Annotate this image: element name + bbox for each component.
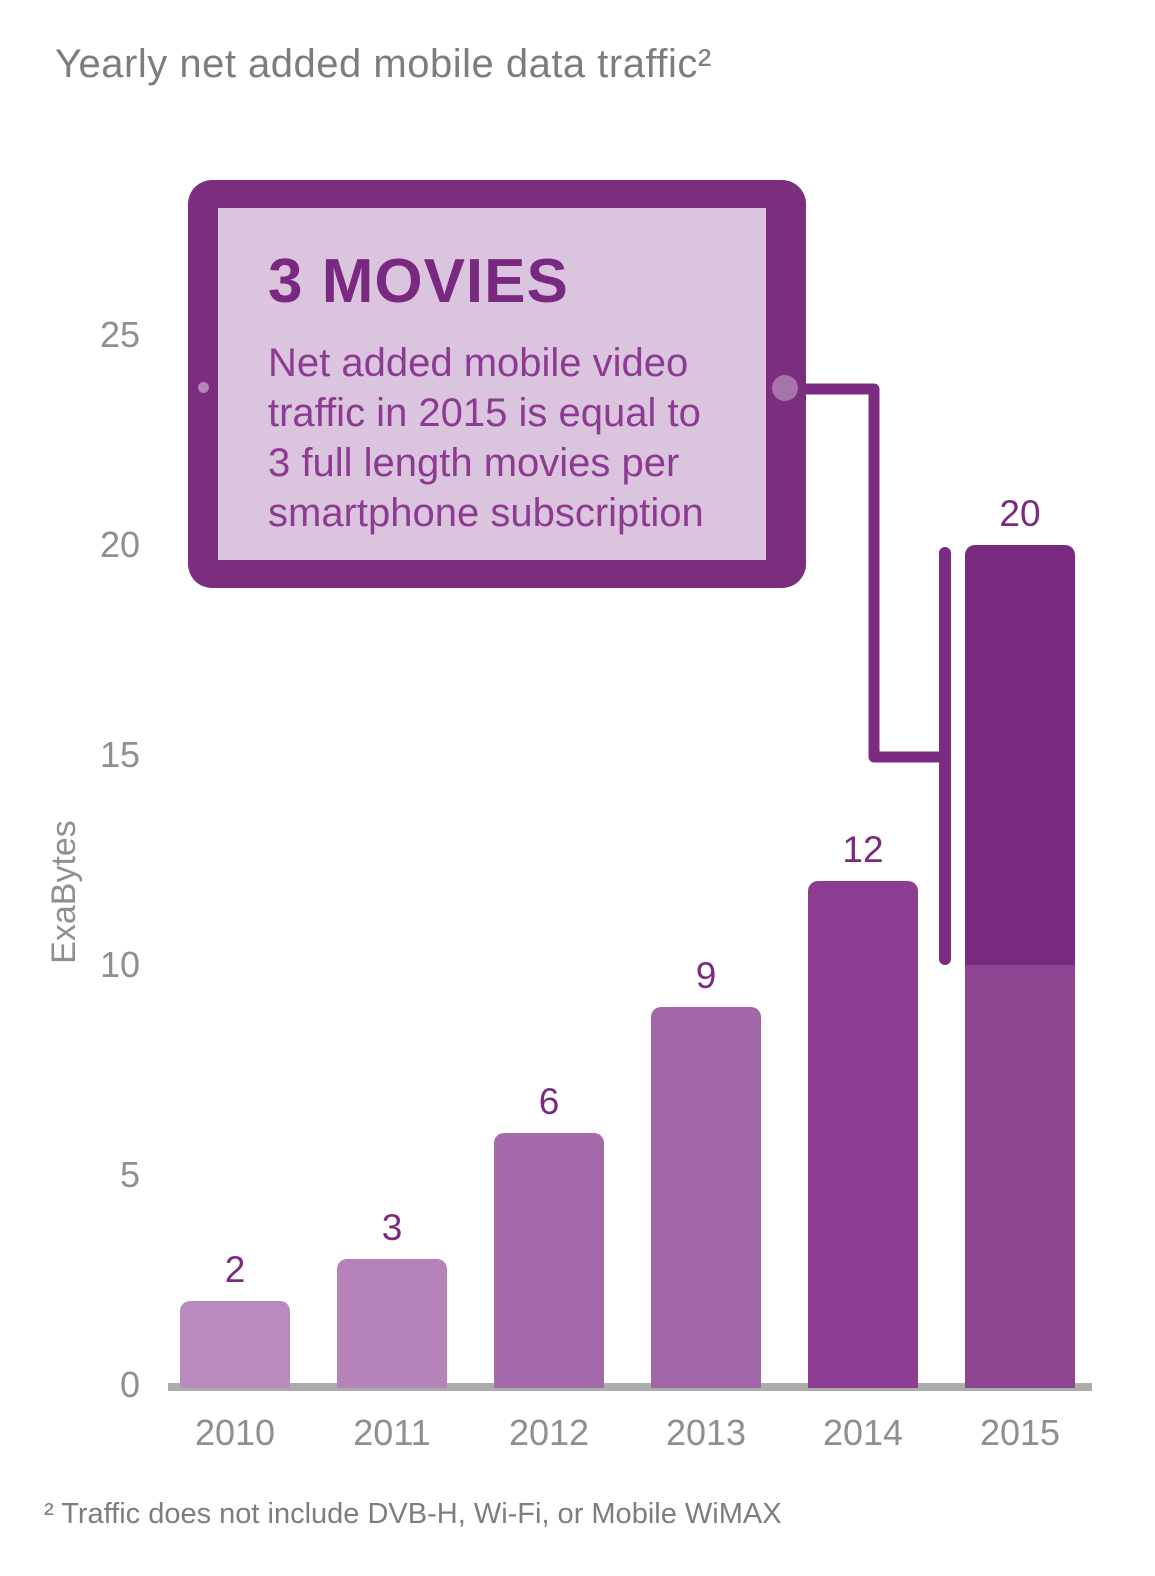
y-tick-0: 0 (119, 1364, 140, 1405)
bar-value-2013: 9 (695, 955, 717, 996)
bar-2012 (494, 1133, 604, 1388)
callout-connector-elbow-line (800, 383, 942, 763)
callout-heading: 3 MOVIES (268, 247, 569, 316)
page-title: Yearly net added mobile data traffic² (55, 42, 712, 86)
footnote: ² Traffic does not include DVB-H, Wi-Fi,… (44, 1498, 782, 1530)
y-tick-20: 20 (99, 524, 140, 565)
bar-value-2011: 3 (381, 1207, 403, 1248)
bar-value-2010: 2 (224, 1249, 246, 1290)
tablet-camera-dot-right-icon (772, 375, 798, 401)
x-tick-2013: 2013 (665, 1412, 747, 1453)
tablet-screen: 3 MOVIES Net added mobile video traffic … (218, 208, 766, 560)
y-tick-25: 25 (99, 314, 140, 355)
x-tick-2010: 2010 (194, 1412, 276, 1453)
bar-value-2014: 12 (842, 829, 884, 870)
x-tick-2012: 2012 (508, 1412, 590, 1453)
bar-2015-base-segment (965, 965, 1075, 1388)
x-axis-line (168, 1383, 1092, 1391)
bar-2010 (180, 1301, 290, 1388)
x-tick-2011: 2011 (353, 1412, 431, 1453)
callout-body: Net added mobile video traffic in 2015 i… (268, 341, 704, 535)
callout-tablet: 3 MOVIES Net added mobile video traffic … (188, 180, 806, 588)
bar-2015-highlight-segment (965, 545, 1075, 965)
bar-value-2015: 20 (999, 493, 1041, 534)
x-tick-2015: 2015 (979, 1412, 1061, 1453)
bar-2014 (808, 881, 918, 1388)
bar-2013 (651, 1007, 761, 1388)
tablet-camera-dot-left-icon (198, 382, 209, 393)
bar-value-2012: 6 (538, 1081, 560, 1122)
y-tick-5: 5 (119, 1154, 140, 1195)
y-tick-15: 15 (99, 734, 140, 775)
y-tick-10: 10 (99, 944, 140, 985)
x-tick-2014: 2014 (822, 1412, 904, 1453)
bar-2011 (337, 1259, 447, 1388)
